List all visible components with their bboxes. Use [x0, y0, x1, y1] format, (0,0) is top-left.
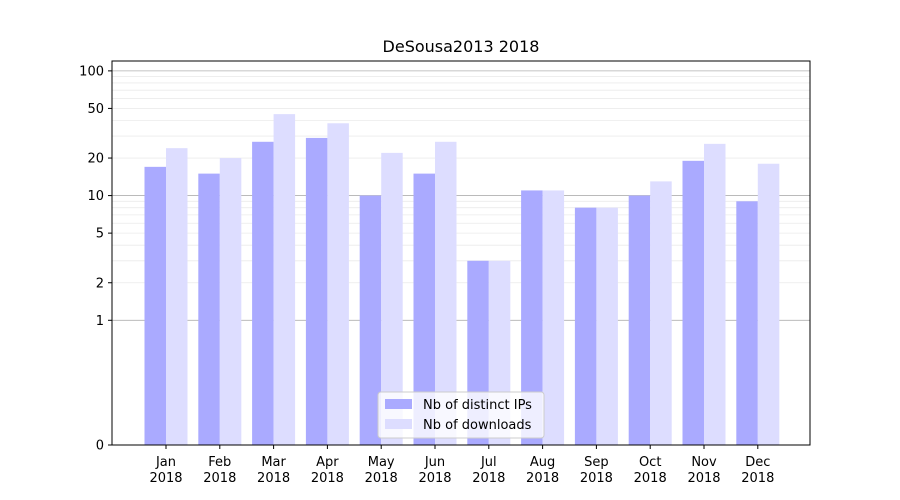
y-tick-label: 10 [87, 189, 104, 204]
plot-frame [111, 60, 811, 446]
x-tick-label-year: 2018 [257, 471, 290, 486]
y-tick-label: 2 [96, 276, 104, 291]
legend-box [377, 391, 545, 439]
y-tick-label: 100 [79, 64, 104, 79]
bar-downloads-may [381, 152, 403, 445]
y-tick-label: 1 [96, 314, 104, 329]
legend-label: Nb of distinct IPs [423, 398, 532, 413]
x-tick-label-month: Apr [316, 455, 339, 470]
x-tick-label-month: Jun [424, 455, 445, 470]
y-tick-label: 20 [87, 152, 104, 167]
bar-distinct-ips-may [359, 195, 382, 445]
y-tick-label: 0 [96, 439, 104, 454]
bar-downloads-apr [327, 123, 349, 446]
bar-downloads-mar [273, 114, 296, 445]
chart-title: DeSousa2013 2018 [383, 37, 540, 56]
bar-distinct-ips-aug [521, 190, 543, 445]
x-tick-label-year: 2018 [203, 471, 236, 486]
x-tick-label-year: 2018 [634, 471, 667, 486]
bar-distinct-ips-mar [252, 141, 274, 445]
x-tick-label-year: 2018 [472, 471, 505, 486]
bar-distinct-ips-jan [144, 166, 166, 445]
x-tick-label-month: Oct [639, 455, 661, 470]
x-tick-label-month: May [368, 455, 395, 470]
bar-downloads-feb [219, 158, 242, 445]
x-tick-label-year: 2018 [687, 471, 720, 486]
bar-distinct-ips-jun [413, 173, 435, 445]
x-tick-label-year: 2018 [365, 471, 398, 486]
bar-distinct-ips-feb [198, 173, 220, 445]
bar-downloads-aug [542, 190, 565, 445]
x-tick-label-month: Jul [480, 455, 497, 470]
bar-downloads-nov [704, 143, 726, 446]
x-axis: Jan2018Feb2018Mar2018Apr2018May2018Jun20… [149, 445, 774, 486]
y-tick-label: 50 [87, 102, 104, 117]
x-tick-label-year: 2018 [149, 471, 182, 486]
x-tick-label-month: Nov [691, 455, 717, 470]
bar-downloads-sep [596, 207, 618, 445]
bar-downloads-jan [166, 148, 188, 445]
legend-swatch [385, 419, 412, 429]
x-tick-label-year: 2018 [580, 471, 613, 486]
legend-label: Nb of downloads [423, 418, 532, 433]
x-tick-label-year: 2018 [526, 471, 559, 486]
legend-swatch [385, 399, 412, 409]
y-tick-label: 5 [96, 227, 104, 242]
bar-distinct-ips-sep [574, 207, 597, 445]
x-tick-label-month: Sep [584, 455, 609, 470]
x-tick-label-year: 2018 [418, 471, 451, 486]
bars [144, 114, 780, 446]
bar-distinct-ips-nov [682, 160, 704, 445]
x-tick-label-month: Mar [261, 455, 286, 470]
bar-downloads-jun [435, 141, 457, 445]
x-tick-label-month: Aug [530, 455, 555, 470]
legend: Nb of distinct IPs Nb of downloads [377, 391, 545, 439]
x-tick-label-year: 2018 [741, 471, 774, 486]
bar-downloads-dec [757, 163, 780, 445]
bar-distinct-ips-apr [305, 137, 328, 446]
x-tick-label-month: Dec [745, 455, 770, 470]
bar-distinct-ips-dec [736, 201, 758, 445]
x-tick-label-year: 2018 [311, 471, 344, 486]
bar-distinct-ips-oct [628, 195, 651, 445]
x-tick-label-month: Feb [208, 455, 231, 470]
y-axis: 0 1 2 5 10 20 50 100 [79, 64, 112, 454]
x-tick-label-month: Jan [155, 455, 176, 470]
bar-downloads-oct [650, 181, 672, 445]
